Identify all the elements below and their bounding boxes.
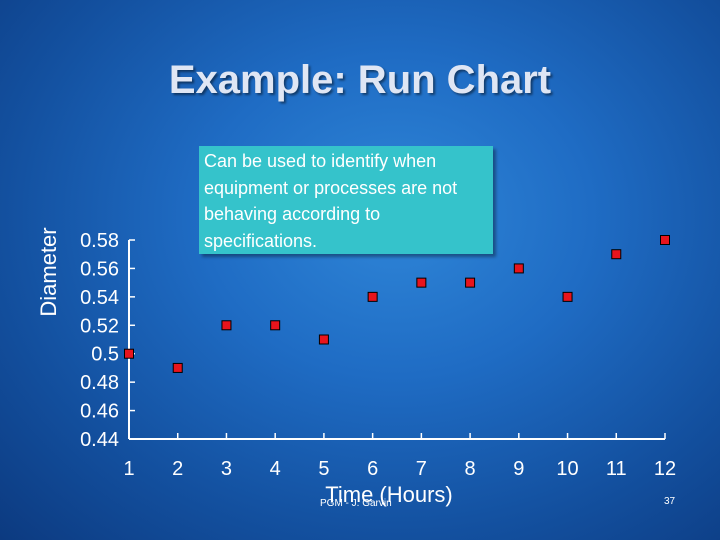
data-point — [172, 362, 183, 373]
x-tick-label: 1 — [123, 458, 134, 480]
data-point — [465, 277, 476, 288]
x-tick-label: 7 — [416, 458, 427, 480]
x-tick-label: 10 — [556, 458, 578, 480]
data-point — [562, 291, 573, 302]
x-tick-label: 3 — [221, 458, 232, 480]
data-point — [318, 334, 329, 345]
callout-note: Can be used to identify when equipment o… — [199, 146, 493, 254]
x-tick-labels: 1 2 3 4 5 6 7 8 9 10 11 12 — [123, 458, 676, 480]
page-number: 37 — [664, 496, 676, 507]
y-tick-label: 0.44 — [80, 429, 119, 451]
x-tick-label: 5 — [318, 458, 329, 480]
x-tick-label: 6 — [367, 458, 378, 480]
y-tick-label: 0.5 — [91, 344, 119, 366]
data-point — [660, 235, 670, 245]
y-tick-labels: 0.44 0.46 0.48 0.5 0.52 0.54 0.56 0.58 — [80, 230, 119, 451]
x-axis-label: Time (Hours) — [325, 482, 453, 507]
x-tick-label: 12 — [654, 458, 676, 480]
y-tick-label: 0.54 — [80, 287, 119, 309]
data-point — [270, 320, 281, 331]
data-point — [513, 263, 524, 274]
x-tick-label: 11 — [606, 458, 627, 480]
data-point — [367, 291, 378, 302]
data-point — [416, 277, 427, 288]
data-point — [124, 348, 134, 359]
y-tick-label: 0.56 — [80, 258, 119, 280]
slide-title: Example: Run Chart — [168, 58, 552, 102]
x-tick-label: 9 — [513, 458, 524, 480]
chart-axes — [128, 239, 666, 440]
x-tick-label: 8 — [465, 458, 476, 480]
data-point — [221, 320, 232, 331]
data-points — [124, 235, 670, 373]
y-tick-label: 0.52 — [80, 315, 119, 337]
footer-author: PGM - J. Garvin — [320, 498, 392, 509]
y-tick-label: 0.58 — [80, 230, 119, 252]
y-tick-label: 0.46 — [80, 401, 119, 423]
x-tick-label: 2 — [172, 458, 183, 480]
data-point — [611, 249, 622, 260]
x-tick-label: 4 — [270, 458, 281, 480]
y-tick-label: 0.48 — [80, 372, 119, 394]
y-axis-label: Diameter — [36, 227, 61, 316]
